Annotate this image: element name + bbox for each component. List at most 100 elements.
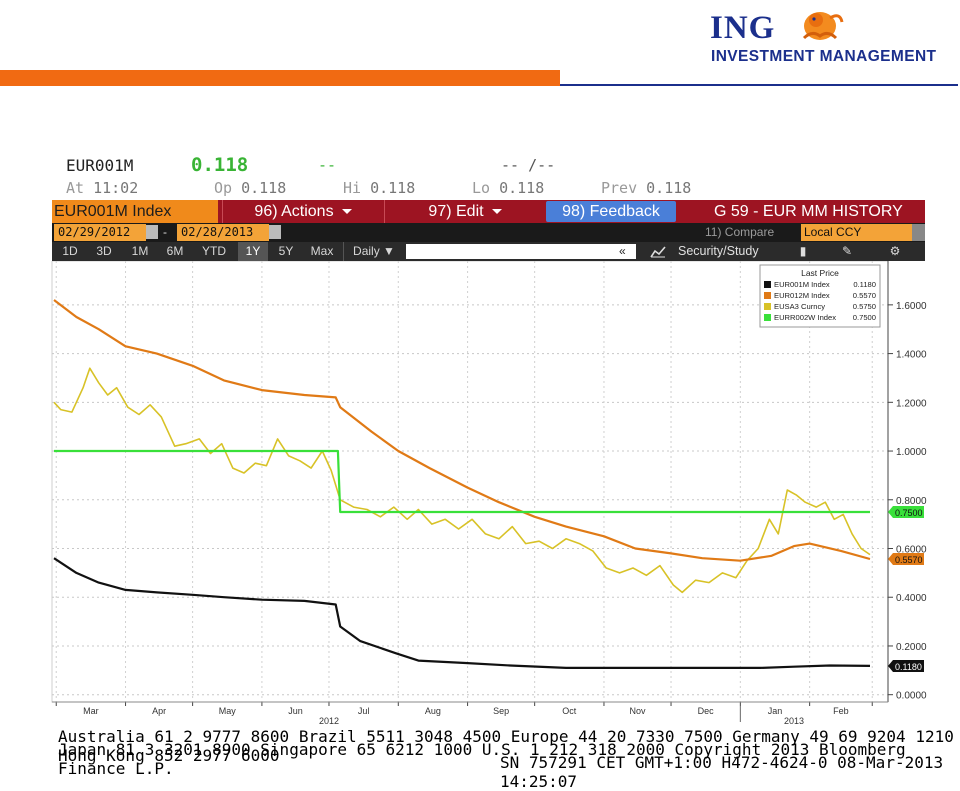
period-max[interactable]: Max [310,244,334,258]
legend-series-name: EUSA3 Curncy [774,302,825,311]
period-5y[interactable]: 5Y [278,244,294,258]
brand-subtitle: INVESTMENT MANAGEMENT [711,48,937,65]
actions-menu-button[interactable]: 96) Actions [222,200,383,223]
legend-series-name: EURR002W Index [774,313,836,322]
x-tick-label: Apr [152,706,166,716]
legend-series-name: EUR001M Index [774,280,830,289]
period-1m[interactable]: 1M [131,244,149,258]
quote-low-label: Lo [472,179,491,197]
chart-svg: 1.6000 1.4000 1.2000 1.0000 0.8000 0.6000 0.40… [51,261,927,726]
last-value-tag [888,659,924,672]
legend-title: Last Price [801,268,839,278]
series-line-eurr002w [54,449,870,514]
quote-time-value: 11:02 [93,179,139,197]
quote-prev-value: 0.118 [646,179,692,197]
screen-title: G 59 - EUR MM HISTORY [714,203,903,220]
currency-select[interactable]: Local CCY [801,224,914,241]
footer-line-3: SN 757291 CET GMT+1:00 H472-4624-0 08-Ma… [500,753,944,791]
gear-icon[interactable]: ⚙ [889,244,901,258]
quote-low-value: 0.118 [499,179,545,197]
start-date-field[interactable]: 02/29/2012 [54,224,146,241]
last-value-tag [888,552,924,565]
period-1d[interactable]: 1D [62,244,78,258]
collapse-button[interactable]: « [619,244,626,258]
date-separator: - [163,225,167,239]
quote-prev: Prev 0.118 [601,179,691,197]
series-line-eur001m [53,557,871,669]
y-tick-label: 0.2000 [896,642,927,653]
frequency-select[interactable]: Daily ▼ [343,242,404,261]
legend-swatch [764,292,771,299]
edit-menu-button[interactable]: 97) Edit [384,200,545,223]
price-change: -- [318,156,337,174]
legend-series-name: EUR012M Index [774,291,830,300]
compare-button[interactable]: 11) Compare [705,225,775,239]
period-3d[interactable]: 3D [96,244,112,258]
calendar-icon[interactable] [146,225,158,239]
quote-high-label: Hi [343,179,362,197]
quote-low: Lo 0.118 [472,179,544,197]
x-tick-label: May [219,706,237,716]
legend-swatch [764,281,771,288]
security-field[interactable]: EUR001M Index [52,200,218,223]
legend-series-value: 0.5570 [853,291,876,300]
last-value-tag-label: 0.5570 [895,555,923,565]
x-tick-label: Oct [562,706,577,716]
series-line-eur012m [53,299,871,562]
legend-swatch [764,314,771,321]
period-1y[interactable]: 1Y [238,242,268,261]
feedback-button[interactable]: 98) Feedback [546,201,676,222]
period-6m[interactable]: 6M [166,244,184,258]
quote-prev-label: Prev [601,179,638,197]
annotate-icon[interactable]: ✎ [841,244,853,258]
menu-bar [52,200,925,223]
edit-menu-label: 97) Edit [428,203,484,220]
brand-logo-text: ING [710,10,776,46]
actions-menu-label: 96) Actions [254,203,334,220]
study-search-input[interactable] [406,244,636,259]
security-study-button[interactable]: Security/Study [678,244,759,258]
x-tick-label: Jul [358,706,370,716]
y-tick-label: 1.0000 [896,447,927,458]
security-field-text: EUR001M Index [54,203,172,220]
y-tick-label: 1.2000 [896,398,927,409]
year-label: 2012 [319,716,339,726]
y-tick-label: 1.6000 [896,301,927,312]
x-tick-label: Aug [425,706,441,716]
y-tick-label: 0.6000 [896,545,927,556]
quote-high-value: 0.118 [370,179,416,197]
x-tick-label: Feb [833,706,849,716]
chart-area: 1.6000 1.4000 1.2000 1.0000 0.8000 0.6000 0.40… [0,261,960,726]
footer-line-1: Australia 61 2 9777 8600 Brazil 5511 304… [58,727,954,765]
y-tick-label: 0.8000 [896,496,927,507]
brand-divider-line [560,84,958,86]
x-tick-label: Nov [629,706,646,716]
quote-open-label: Op [214,179,233,197]
last-price: 0.118 [191,154,249,176]
calendar-icon[interactable] [269,225,281,239]
y-tick-label: 0.4000 [896,593,927,604]
last-value-tag [888,505,924,518]
quote-open: Op 0.118 [214,179,286,197]
last-value-tag-label: 0.7500 [895,508,923,518]
end-date-field[interactable]: 02/28/2013 [177,224,269,241]
bid-ask: -- /-- [501,156,556,174]
brand-orange-bar [0,70,560,86]
last-value-tag-label: 0.1180 [895,662,922,672]
series-line-eusa3 [53,367,871,594]
bookmark-icon[interactable]: ▮ [799,244,807,258]
quote-high: Hi 0.118 [343,179,415,197]
legend-series-value: 0.7500 [853,313,876,322]
y-tick-label: 0.0000 [896,691,927,702]
legend-box [759,264,881,328]
x-tick-label: Dec [698,706,715,716]
quote-time-label: At [66,179,85,197]
x-tick-label: Mar [83,706,99,716]
period-ytd[interactable]: YTD [202,244,226,258]
y-tick-label: 1.4000 [896,350,927,361]
chevron-down-icon [491,209,502,215]
ticker-symbol: EUR001M [66,156,134,175]
line-chart-icon[interactable] [650,245,666,258]
x-tick-label: Sep [493,706,509,716]
chevron-down-icon[interactable] [912,224,925,241]
